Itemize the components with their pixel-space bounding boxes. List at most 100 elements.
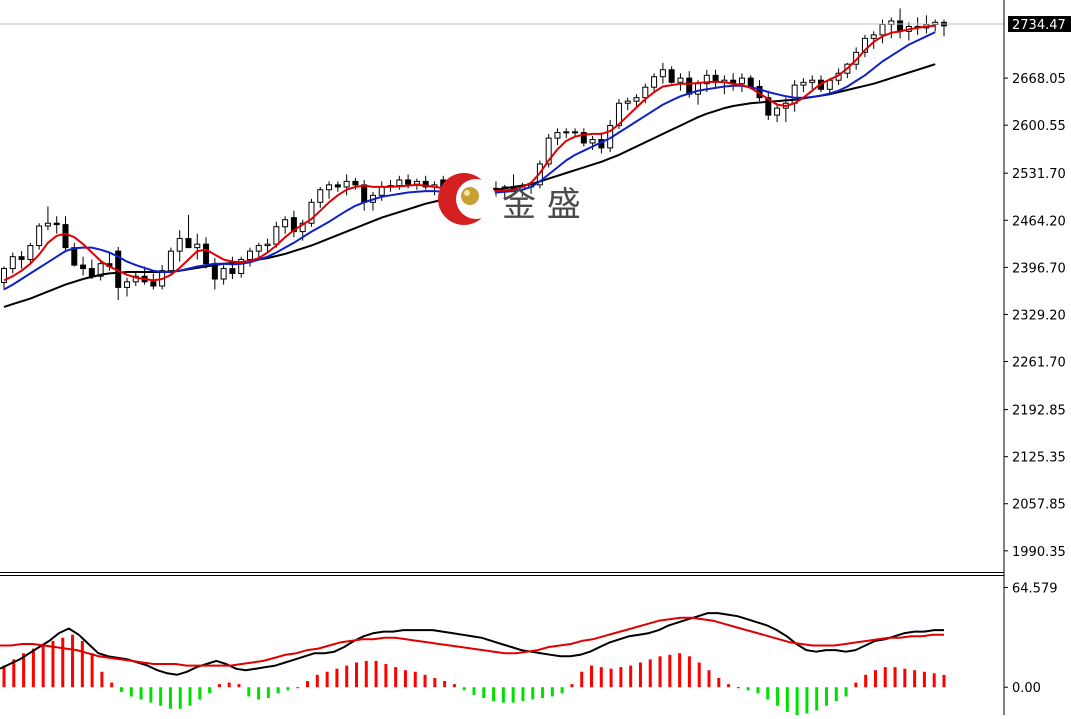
macd-histogram-bar bbox=[707, 670, 711, 688]
macd-histogram-bar bbox=[805, 687, 809, 714]
candle-body bbox=[554, 132, 561, 139]
macd-histogram-bar bbox=[462, 687, 466, 691]
price-axis-label: 2464.20 bbox=[1012, 214, 1066, 229]
candle-body bbox=[422, 180, 429, 188]
macd-histogram-bar bbox=[384, 664, 388, 688]
macd-histogram-bar bbox=[756, 687, 760, 694]
candle-body bbox=[290, 217, 297, 233]
macd-histogram-bar bbox=[629, 665, 633, 688]
candle bbox=[861, 34, 868, 58]
candle-body bbox=[229, 268, 236, 274]
macd-histogram-bar bbox=[247, 687, 251, 697]
candle-body bbox=[62, 224, 69, 249]
macd-histogram-bar bbox=[678, 653, 682, 688]
candle bbox=[651, 73, 658, 93]
macd-histogram-bar bbox=[188, 687, 192, 706]
candle bbox=[580, 128, 587, 147]
candle-body bbox=[765, 97, 772, 116]
candle bbox=[765, 90, 772, 120]
macd-histogram-bar bbox=[120, 687, 123, 692]
candle bbox=[677, 73, 684, 91]
macd-histogram-bar bbox=[51, 640, 55, 688]
macd-histogram-bar bbox=[550, 687, 554, 697]
macd-histogram-bar bbox=[893, 667, 897, 688]
macd-histogram-bar bbox=[541, 687, 545, 699]
candle-body bbox=[334, 184, 341, 188]
macd-histogram-bar bbox=[296, 687, 300, 689]
macd-histogram-bar bbox=[335, 668, 339, 688]
macd-histogram-bar bbox=[619, 667, 623, 688]
candle bbox=[203, 237, 210, 269]
candle-body bbox=[343, 180, 350, 188]
candle bbox=[774, 103, 781, 123]
candle-body bbox=[361, 184, 368, 203]
macd-histogram-bar bbox=[511, 687, 515, 703]
macd-histogram-bar bbox=[531, 687, 535, 700]
candle-body bbox=[589, 139, 596, 144]
price-axis-label: 2396.70 bbox=[1012, 261, 1066, 276]
signal-line bbox=[0, 616, 944, 667]
candle bbox=[36, 223, 43, 250]
macd-histogram-bar bbox=[208, 687, 212, 694]
candle-body bbox=[317, 189, 324, 203]
macd-histogram-bar bbox=[22, 653, 26, 688]
candle-body bbox=[194, 243, 201, 249]
macd-histogram-bar bbox=[110, 682, 114, 688]
candle bbox=[9, 252, 16, 274]
macd-histogram-bar bbox=[609, 668, 613, 688]
jinsheng-logo-icon bbox=[438, 173, 496, 225]
macd-pane bbox=[0, 612, 946, 715]
macd-histogram-bar bbox=[41, 643, 45, 688]
macd-histogram-bar bbox=[658, 656, 662, 688]
candle-body bbox=[633, 97, 640, 102]
candle-body bbox=[413, 180, 420, 185]
candle bbox=[220, 265, 227, 285]
price-tag-box bbox=[1008, 16, 1071, 32]
candle-body bbox=[71, 247, 78, 266]
macd-histogram-bar bbox=[687, 656, 691, 688]
macd-histogram-bar bbox=[825, 687, 828, 706]
candle-body bbox=[861, 37, 868, 53]
macd-axis-label: 64.579 bbox=[1012, 581, 1058, 596]
macd-histogram-bar bbox=[325, 671, 329, 688]
macd-histogram-bar bbox=[355, 662, 358, 688]
macd-histogram-bar bbox=[580, 671, 584, 688]
candle bbox=[422, 175, 429, 190]
macd-histogram-bar bbox=[257, 687, 261, 700]
macd-histogram-bar bbox=[159, 687, 163, 706]
macd-histogram-bar bbox=[345, 665, 349, 688]
candle-body bbox=[677, 77, 684, 83]
candle bbox=[326, 181, 333, 199]
macd-histogram-bar bbox=[266, 687, 270, 699]
candle-body bbox=[879, 23, 886, 36]
macd-histogram-bar bbox=[854, 682, 858, 688]
macd-histogram-bar bbox=[776, 687, 780, 706]
candle bbox=[185, 214, 192, 249]
candle-body bbox=[668, 69, 675, 83]
candle-body bbox=[580, 132, 587, 144]
macd-histogram-bar bbox=[433, 677, 437, 688]
candle bbox=[809, 75, 816, 90]
candle-body bbox=[563, 131, 570, 134]
macd-histogram-bar bbox=[873, 670, 877, 688]
price-axis-label: 2057.85 bbox=[1012, 498, 1066, 513]
candle-body bbox=[405, 179, 412, 185]
macd-histogram-bar bbox=[668, 654, 672, 688]
price-axis-label: 2668.05 bbox=[1012, 72, 1066, 87]
macd-histogram-bar bbox=[2, 665, 6, 688]
candle-body bbox=[88, 268, 95, 277]
candle-body bbox=[870, 34, 877, 39]
candle-body bbox=[97, 263, 104, 277]
candle bbox=[194, 233, 201, 260]
macd-histogram-bar bbox=[472, 687, 476, 695]
candle bbox=[53, 216, 60, 234]
candle-body bbox=[36, 225, 43, 247]
candle-body bbox=[809, 79, 816, 83]
candle-body bbox=[18, 256, 25, 260]
candle bbox=[800, 78, 807, 93]
candle bbox=[123, 277, 130, 297]
macd-histogram-bar bbox=[590, 665, 593, 688]
macd-histogram-bar bbox=[844, 687, 848, 697]
candle-body bbox=[220, 268, 227, 280]
